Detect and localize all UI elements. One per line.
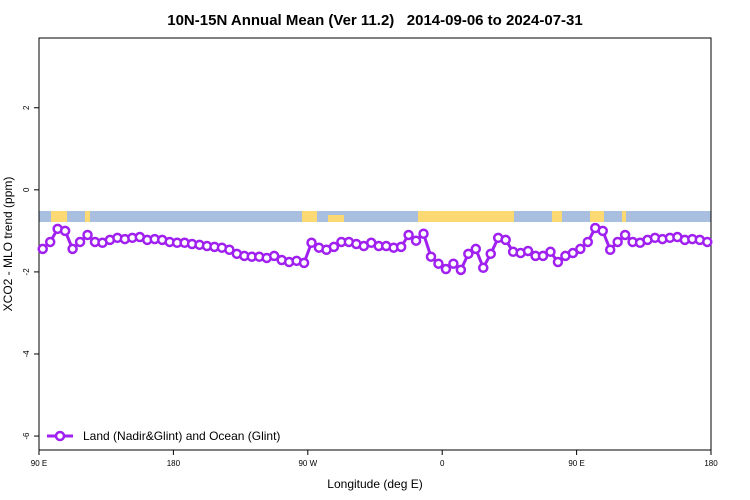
x-tick-label: 0 xyxy=(440,459,445,468)
data-point xyxy=(597,225,608,237)
y-tick-label: 0 xyxy=(22,187,31,192)
land-ocean-strip xyxy=(39,211,711,222)
data-point xyxy=(82,229,93,241)
data-point xyxy=(470,243,482,255)
data-point xyxy=(410,235,422,246)
data-point xyxy=(567,247,579,259)
y-tick-label: -2 xyxy=(22,268,31,276)
land-patch xyxy=(622,211,626,222)
data-point xyxy=(522,245,534,257)
data-point xyxy=(74,236,86,248)
data-point xyxy=(440,263,452,275)
data-point xyxy=(37,243,48,255)
land-patch xyxy=(590,211,604,222)
data-point xyxy=(604,244,616,255)
chart-title: 10N-15N Annual Mean (Ver 11.2) 2014-09-0… xyxy=(167,12,582,29)
data-point xyxy=(537,250,549,262)
land-patch xyxy=(85,211,90,222)
ocean-band xyxy=(39,211,711,222)
data-point xyxy=(552,256,564,268)
data-point xyxy=(582,236,594,248)
y-tick-label: 2 xyxy=(22,105,31,110)
data-point xyxy=(59,225,71,237)
land-patch xyxy=(302,211,317,222)
data-point xyxy=(395,241,407,253)
data-point xyxy=(298,257,310,269)
data-point xyxy=(612,236,623,248)
data-point xyxy=(575,243,586,255)
data-point xyxy=(44,236,56,248)
legend-label: Land (Nadir&Glint) and Ocean (Glint) xyxy=(83,429,280,443)
x-axis-label: Longitude (deg E) xyxy=(327,477,422,491)
x-tick-label: 180 xyxy=(704,459,718,468)
x-tick-label: 90 E xyxy=(568,459,584,468)
data-point xyxy=(425,251,437,262)
data-point xyxy=(306,237,317,249)
data-point xyxy=(545,246,556,258)
data-point xyxy=(433,258,444,269)
land-patch xyxy=(418,211,514,222)
y-axis-label: XCO2 - MLO trend (ppm) xyxy=(1,177,15,312)
data-point xyxy=(224,244,235,255)
land-patch xyxy=(552,211,562,222)
data-point xyxy=(418,228,429,239)
y-tick-label: -4 xyxy=(22,350,31,358)
data-point xyxy=(619,229,631,241)
data-point xyxy=(448,258,459,269)
data-point xyxy=(478,262,489,274)
data-point xyxy=(500,234,511,246)
land-patch xyxy=(51,211,67,222)
data-point xyxy=(328,241,340,253)
data-point xyxy=(702,236,713,248)
data-point xyxy=(485,248,496,260)
land-patch xyxy=(328,215,344,222)
data-point xyxy=(67,243,78,255)
legend-marker xyxy=(54,430,66,442)
y-tick-label: -6 xyxy=(22,432,31,440)
data-point xyxy=(455,264,467,276)
data-point xyxy=(403,229,414,241)
x-tick-label: 90 E xyxy=(31,459,47,468)
data-point xyxy=(463,248,474,260)
x-tick-label: 90 W xyxy=(298,459,317,468)
x-tick-label: 180 xyxy=(167,459,181,468)
data-point xyxy=(268,250,280,262)
